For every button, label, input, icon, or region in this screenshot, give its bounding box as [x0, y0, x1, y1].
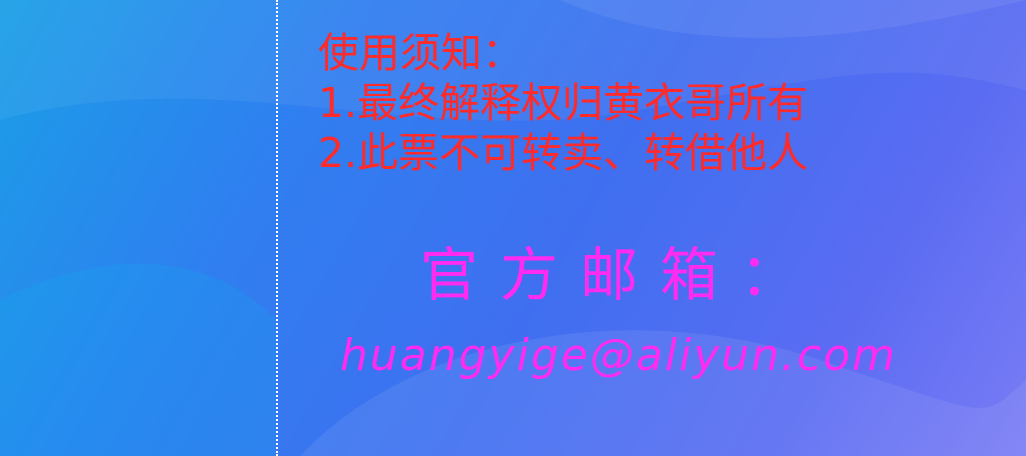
notice-rule-2: 2.此票不可转卖、转借他人 — [318, 129, 809, 177]
notice-rule-1: 1.最终解释权归黄衣哥所有 — [318, 79, 809, 127]
usage-notice: 使用须知： 1.最终解释权归黄衣哥所有 2.此票不可转卖、转借他人 — [318, 28, 998, 178]
official-email-address: huangyige@aliyun.com — [340, 330, 897, 381]
perforation-line — [276, 0, 278, 456]
notice-heading: 使用须知： — [318, 29, 523, 77]
official-email-title: 官方邮箱： — [420, 241, 821, 309]
